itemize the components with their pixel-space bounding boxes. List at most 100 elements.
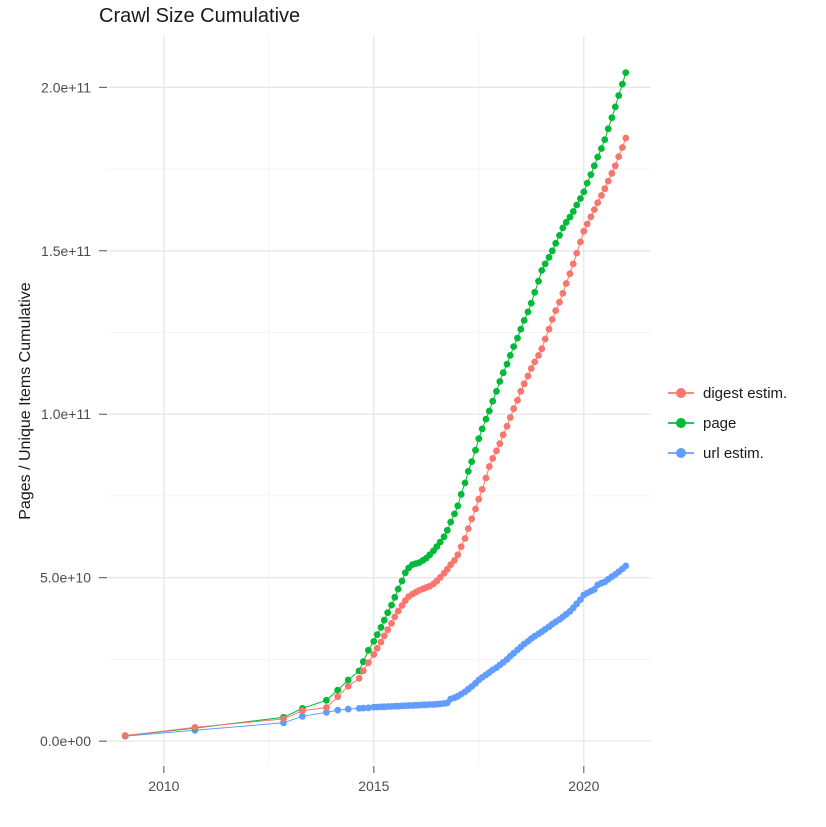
data-point bbox=[590, 162, 598, 170]
y-tick-label: 2.0e+11 bbox=[41, 79, 91, 95]
data-point bbox=[482, 474, 490, 482]
data-point bbox=[334, 693, 342, 701]
data-point bbox=[365, 646, 372, 654]
data-point bbox=[457, 490, 465, 498]
data-point bbox=[496, 440, 504, 448]
data-point bbox=[493, 447, 500, 455]
data-point bbox=[373, 631, 381, 638]
data-point bbox=[482, 415, 490, 423]
data-point bbox=[475, 435, 483, 443]
data-point bbox=[398, 602, 406, 609]
data-point bbox=[506, 414, 514, 421]
data-point bbox=[562, 280, 570, 287]
data-point bbox=[604, 177, 612, 185]
data-point bbox=[334, 686, 342, 694]
data-point bbox=[388, 601, 395, 609]
data-point bbox=[545, 253, 553, 261]
data-point bbox=[344, 705, 352, 713]
data-point bbox=[559, 289, 567, 297]
data-point bbox=[503, 360, 511, 368]
data-point bbox=[359, 658, 367, 666]
data-point bbox=[583, 179, 591, 187]
data-point bbox=[573, 249, 581, 257]
data-point bbox=[545, 325, 553, 333]
data-point bbox=[454, 551, 462, 559]
data-point bbox=[552, 307, 560, 314]
data-point bbox=[394, 607, 402, 615]
data-point bbox=[601, 136, 609, 144]
data-point bbox=[517, 325, 525, 333]
data-point bbox=[472, 446, 479, 454]
data-point bbox=[622, 69, 630, 76]
y-tick-label: 5.0e+10 bbox=[40, 570, 91, 586]
data-point bbox=[443, 526, 451, 534]
data-point bbox=[489, 455, 497, 462]
data-point bbox=[619, 144, 626, 151]
data-point bbox=[370, 638, 378, 645]
data-point bbox=[478, 425, 486, 433]
data-point bbox=[485, 463, 493, 470]
data-point bbox=[464, 468, 472, 475]
data-point bbox=[562, 218, 570, 226]
data-point bbox=[538, 267, 546, 274]
data-point bbox=[556, 298, 563, 306]
data-point bbox=[464, 525, 472, 532]
data-point bbox=[468, 458, 476, 465]
y-tick-label: 1.0e+11 bbox=[41, 406, 91, 422]
data-point bbox=[622, 134, 630, 142]
data-point bbox=[608, 169, 616, 177]
legend-item-digest-estim: digest estim. bbox=[668, 378, 787, 408]
legend-label-page: page bbox=[703, 414, 737, 432]
data-point bbox=[468, 515, 476, 523]
data-point bbox=[440, 533, 448, 541]
data-point bbox=[601, 185, 609, 193]
data-point bbox=[451, 510, 458, 518]
data-point bbox=[489, 397, 497, 405]
data-point bbox=[552, 239, 560, 247]
data-point bbox=[527, 299, 535, 307]
data-point bbox=[598, 145, 605, 152]
data-point bbox=[373, 644, 381, 652]
data-point bbox=[461, 535, 469, 542]
data-point bbox=[384, 609, 392, 617]
data-point bbox=[377, 624, 385, 631]
legend-item-page: page bbox=[668, 408, 787, 438]
data-point bbox=[535, 277, 542, 285]
data-point bbox=[359, 667, 367, 675]
data-point bbox=[299, 707, 306, 715]
data-point bbox=[556, 232, 563, 239]
data-point bbox=[611, 103, 619, 111]
data-point bbox=[615, 153, 623, 161]
legend-dot-icon bbox=[676, 448, 686, 458]
data-point bbox=[510, 405, 518, 413]
data-point bbox=[583, 220, 591, 228]
data-point bbox=[388, 620, 395, 627]
data-point bbox=[587, 171, 595, 179]
data-point bbox=[475, 495, 483, 503]
data-point bbox=[394, 585, 402, 593]
data-point bbox=[580, 227, 588, 235]
data-point bbox=[520, 380, 528, 388]
data-point bbox=[380, 632, 388, 640]
legend-item-url-estim: url estim. bbox=[668, 438, 787, 468]
legend-label-digest-estim: digest estim. bbox=[703, 384, 788, 402]
legend-dot-icon bbox=[676, 418, 686, 428]
data-point bbox=[299, 712, 306, 720]
data-point bbox=[503, 422, 511, 430]
data-point bbox=[493, 387, 500, 395]
data-point bbox=[323, 704, 330, 711]
data-point bbox=[619, 80, 626, 88]
y-tick-label: 1.5e+11 bbox=[41, 243, 91, 259]
data-point bbox=[538, 345, 546, 353]
data-point bbox=[615, 92, 623, 99]
data-point bbox=[344, 676, 352, 684]
legend-key-page-icon bbox=[668, 417, 694, 429]
data-point bbox=[569, 260, 577, 268]
data-point bbox=[524, 308, 532, 316]
data-point bbox=[527, 365, 535, 372]
data-point bbox=[587, 213, 595, 221]
data-point bbox=[359, 704, 367, 712]
data-point bbox=[334, 706, 342, 714]
data-point bbox=[370, 651, 378, 658]
